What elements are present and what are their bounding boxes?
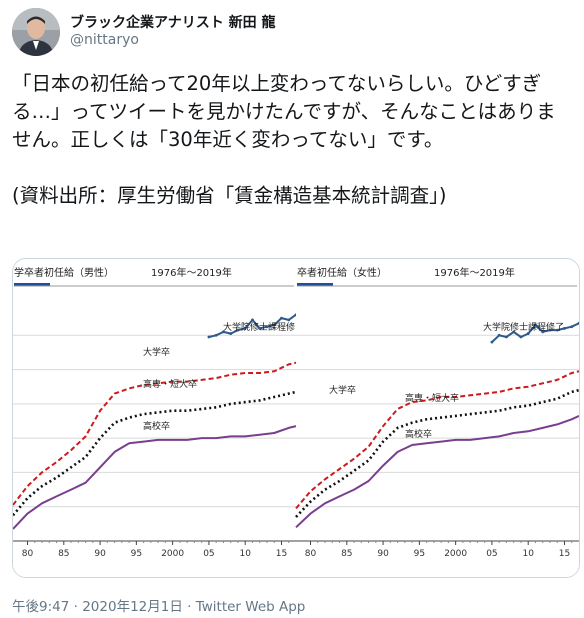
x-tick-label: 05	[203, 549, 214, 559]
series-point	[258, 327, 262, 330]
series-point	[505, 335, 508, 339]
x-tick-label: 2000	[444, 549, 467, 559]
series-label: 高校卒	[405, 428, 432, 440]
series-point	[243, 327, 247, 330]
series-point	[251, 318, 254, 322]
series-line	[295, 370, 579, 510]
tweet-timestamp: 午後9:47 · 2020年12月1日 · Twitter Web App	[12, 595, 305, 615]
tweet-date: 2020年12月1日	[82, 599, 183, 615]
series-point	[272, 323, 276, 327]
series-point	[570, 325, 574, 329]
series-point	[229, 332, 233, 335]
series-line	[295, 388, 579, 518]
series-line	[13, 361, 297, 506]
series-point	[287, 318, 291, 322]
tweet-text: 「日本の初任給って20年以上変わってないらしい。ひどすぎる…」ってツイートを見か…	[12, 72, 556, 207]
series-point	[280, 316, 283, 320]
series-point	[497, 333, 501, 337]
x-tick-label: 85	[58, 549, 69, 559]
series-point	[534, 323, 537, 327]
series-point	[490, 340, 494, 344]
series-point	[563, 327, 566, 330]
separator: ·	[73, 599, 78, 615]
series-point	[577, 321, 579, 325]
x-tick-label: 80	[305, 549, 317, 559]
display-name[interactable]: ブラック企業アナリスト 新田 龍	[70, 15, 276, 31]
series-point	[222, 330, 225, 334]
chart-title: 卒者初任給（女性）	[297, 266, 387, 279]
user-handle[interactable]: @nittaryo	[70, 32, 139, 48]
series-line	[13, 390, 297, 517]
x-tick-label: 2000	[161, 549, 184, 559]
x-tick-label: 85	[341, 549, 352, 559]
series-point	[265, 325, 269, 329]
panel-top-bar	[14, 283, 50, 286]
chart-panel	[13, 259, 296, 577]
series-point	[555, 328, 559, 332]
chart-image: 学卒者初任給（男性） 1976年～2019年 80 85 90 95 2000 05 10 15 大…	[13, 259, 579, 577]
x-tick-label: 90	[377, 549, 389, 559]
x-tick-label: 10	[239, 549, 251, 559]
series-label: 高専・短大卒	[405, 392, 459, 404]
x-tick-label: 95	[131, 549, 142, 559]
tweet-source-link[interactable]: Twitter Web App	[195, 599, 306, 615]
x-tick-label: 90	[94, 549, 106, 559]
panel-top-bar	[297, 283, 333, 286]
x-tick-label: 05	[486, 549, 497, 559]
chart-period: 1976年～2019年	[151, 266, 232, 279]
series-line	[13, 425, 297, 530]
series-point	[548, 328, 552, 332]
avatar-image	[12, 8, 60, 56]
series-label: 大学卒	[329, 384, 356, 396]
separator: ·	[187, 599, 192, 615]
series-point	[541, 330, 545, 334]
x-tick-label: 10	[522, 549, 534, 559]
series-label: 大学院修士課程修	[223, 321, 295, 333]
series-label: 大学卒	[143, 346, 170, 358]
series-line	[295, 414, 579, 529]
series-point	[214, 333, 218, 337]
tweet-time: 午後9:47	[12, 599, 70, 615]
series-point	[512, 330, 516, 334]
chart-period: 1976年～2019年	[434, 266, 515, 279]
x-tick-label: 15	[559, 549, 570, 559]
series-point	[519, 335, 523, 339]
chart-panel	[296, 259, 579, 577]
series-label: 大学院修士課程修了	[483, 321, 564, 333]
x-tick-label: 95	[414, 549, 425, 559]
x-tick-label: 15	[276, 549, 287, 559]
chart-title: 学卒者初任給（男性）	[14, 266, 114, 279]
series-point	[236, 328, 240, 332]
series-label: 高校卒	[143, 420, 170, 432]
series-point	[207, 335, 211, 339]
series-label: 高専・短大卒	[143, 378, 197, 390]
series-point	[526, 332, 530, 335]
tweet-time-link[interactable]: 午後9:47 · 2020年12月1日	[12, 599, 183, 615]
x-tick-label: 80	[22, 549, 34, 559]
avatar[interactable]	[12, 8, 60, 56]
tweet-media[interactable]: 学卒者初任給（男性） 1976年～2019年 80 85 90 95 2000 05 10 15 大…	[12, 258, 580, 578]
